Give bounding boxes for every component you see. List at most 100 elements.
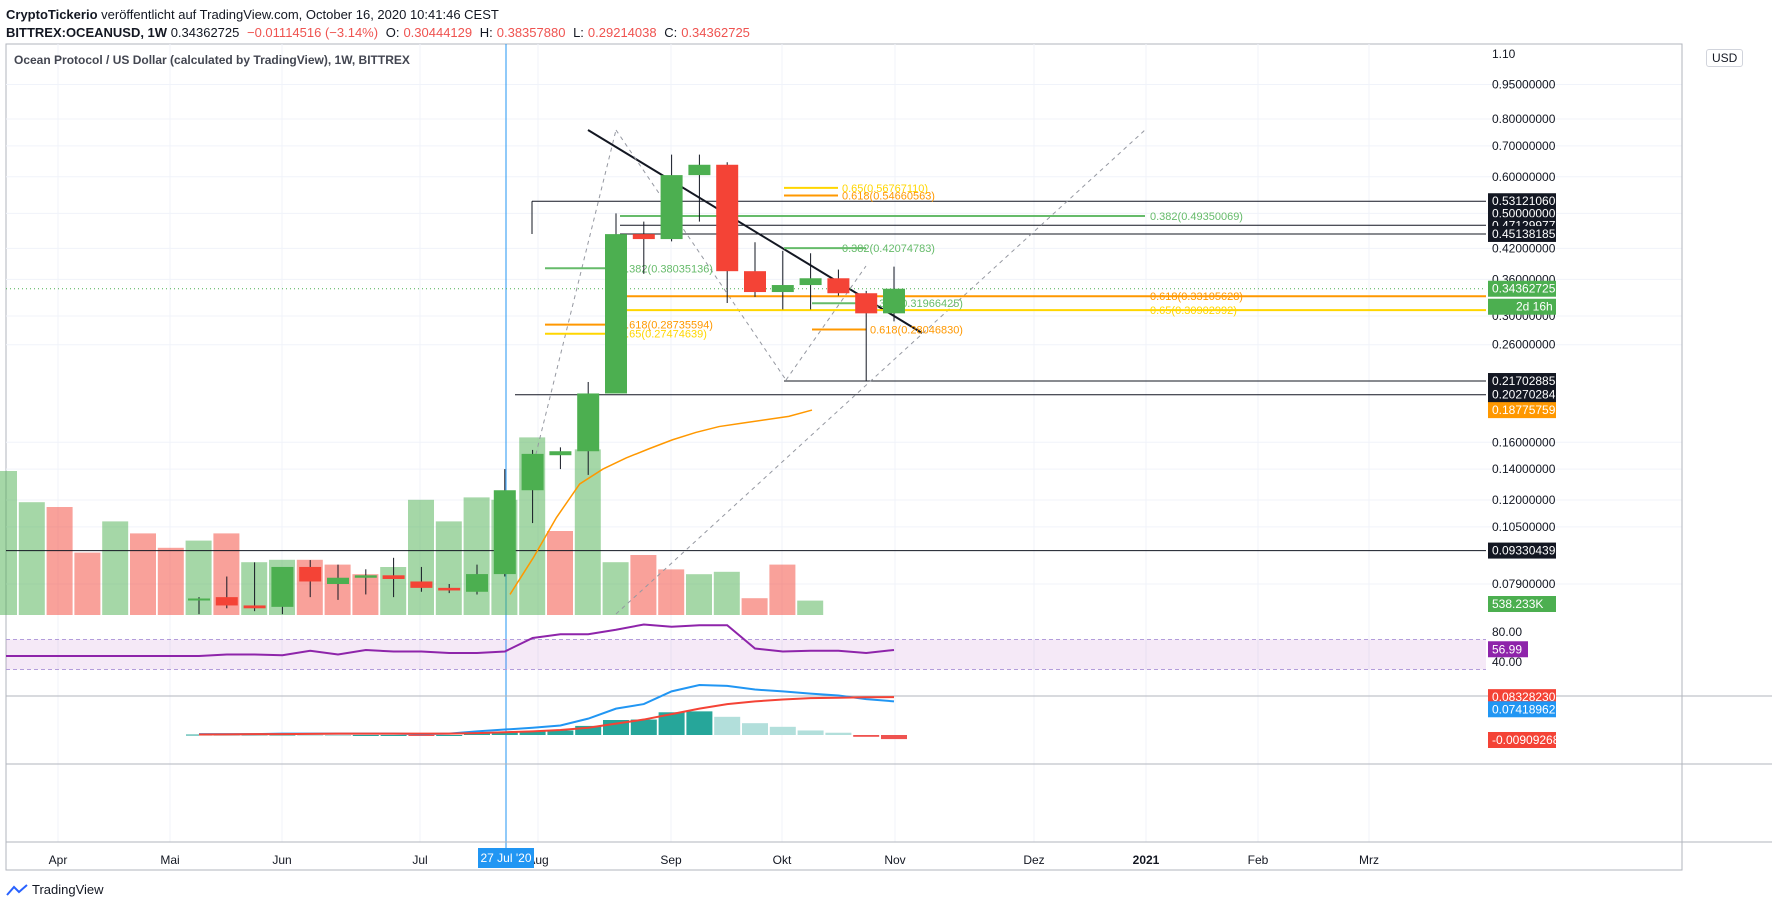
y-tick-label: 0.14000000: [1492, 462, 1556, 476]
candle-body: [299, 566, 322, 582]
candle-body: [327, 577, 349, 585]
dashed-projection-line: [615, 129, 787, 381]
fib-label: 0.65(0.30902992): [1150, 305, 1237, 317]
candle-body: [577, 393, 600, 452]
close-label: C:: [664, 25, 678, 40]
symbol-label[interactable]: BITTREX:OCEANUSD, 1W: [6, 25, 168, 40]
macd-histogram-bar: [881, 735, 907, 740]
y-tick-label: 0.10500000: [1492, 520, 1556, 534]
x-tick-label: Sep: [660, 853, 682, 867]
footer: TradingView: [6, 882, 104, 897]
publisher-name[interactable]: CryptoTickerio: [6, 7, 98, 22]
macd-histogram-bar: [519, 731, 546, 735]
volume-bar: [0, 471, 17, 615]
macd-histogram-bar: [658, 712, 685, 735]
macd-histogram-bar: [630, 719, 657, 735]
volume-last-box: [1488, 596, 1556, 612]
candle-body: [438, 587, 461, 591]
candle-body: [660, 175, 683, 240]
x-tick-label: Mrz: [1359, 853, 1379, 867]
low-value: 0.29214038: [587, 25, 657, 40]
price-level-box: [1488, 193, 1556, 210]
dashed-projection-line: [531, 129, 617, 471]
candle-body: [410, 581, 433, 588]
macd-histogram-bar: [686, 711, 713, 735]
y-tick-label: 0.95000000: [1492, 77, 1556, 91]
macd-histogram-bar: [547, 730, 574, 735]
volume-bar: [74, 552, 101, 615]
volume-bar: [713, 571, 740, 615]
candle-body: [243, 605, 266, 609]
footer-brand[interactable]: TradingView: [32, 882, 104, 897]
open-label: O:: [385, 25, 400, 40]
candle-body: [744, 271, 766, 293]
y-tick-label: 0.07900000: [1492, 577, 1556, 591]
price-level-box: [1488, 402, 1556, 419]
crosshair-date-bg: [478, 848, 534, 868]
macd-value-box: [1488, 732, 1556, 748]
pane-separators: [6, 44, 1772, 870]
volume-bar: [547, 531, 573, 615]
macd-histogram-bar: [742, 723, 768, 735]
fib-label: 0.65(0.27474639): [620, 329, 707, 341]
candle-body: [382, 575, 405, 579]
chart-header: CryptoTickerio veröffentlicht auf Tradin…: [6, 6, 754, 42]
countdown-box: [1488, 298, 1556, 315]
high-label: H:: [479, 25, 493, 40]
candle-body: [855, 293, 878, 314]
price-axis: 0.95000000 0.80000000 0.70000000 0.60000000…: [1488, 47, 1556, 612]
moving-average-line: [509, 409, 813, 595]
macd-histogram-bar: [491, 732, 518, 735]
chart-title: Ocean Protocol / US Dollar (calculated b…: [14, 53, 410, 67]
x-tick-label: Mai: [160, 853, 179, 867]
volume-bar: [408, 499, 434, 615]
candle-body: [188, 598, 210, 601]
fib-label: 0.382(0.42074783): [842, 243, 935, 255]
macd-value-box: [1488, 701, 1556, 718]
currency-button[interactable]: USD: [1706, 49, 1744, 67]
macd-histogram-bar: [714, 716, 741, 735]
candle-body: [549, 451, 572, 456]
price-level-label: 0.21702885: [1492, 374, 1556, 388]
countdown-label: 2d 16h: [1516, 300, 1553, 314]
candle-body: [466, 574, 488, 592]
y-tick-label: 0.42000000: [1492, 241, 1556, 255]
macd-histogram-bar: [352, 735, 379, 736]
open-value: 0.30444129: [403, 25, 473, 40]
macd-histogram-bar: [241, 735, 268, 736]
price-level-label: 0.34362725: [1492, 282, 1556, 296]
price-level-label: 0.50000000: [1492, 206, 1556, 220]
fib-label: 0.382(0.38035136): [620, 263, 713, 275]
x-tick-label: Feb: [1248, 853, 1269, 867]
fib-label: 0.618(0.33105628): [1150, 291, 1243, 303]
candle-body: [716, 164, 739, 272]
x-tick-label: Nov: [884, 853, 905, 867]
candle-body: [771, 285, 794, 293]
x-tick-label: Apr: [49, 853, 68, 867]
macd-histogram-bar: [380, 735, 407, 736]
y-tick-label: 0.26000000: [1492, 338, 1556, 352]
published-text: veröffentlicht auf TradingView.com, Octo…: [101, 7, 499, 22]
volume-last-label: 538.233K: [1492, 597, 1543, 611]
x-tick-label: 2021: [1133, 853, 1160, 867]
y-tick-label: 0.12000000: [1492, 493, 1556, 507]
y-tick-label: 0.70000000: [1492, 139, 1556, 153]
crosshair-date-label: 27 Jul '20: [481, 851, 532, 865]
fib-label: 0.618(0.28046830): [870, 324, 963, 336]
rsi-line: [6, 623, 895, 657]
x-tick-label: Okt: [773, 853, 792, 867]
macd-histogram-bar: [436, 735, 463, 736]
macd-histogram-bar: [769, 726, 796, 735]
price-level-box: [1488, 280, 1556, 297]
candle-body: [354, 575, 377, 578]
volume-bar: [157, 547, 184, 615]
rsi-value-box: [1488, 641, 1528, 658]
price-level-box: [1488, 373, 1556, 390]
fib-label: 0.618(0.54660563): [842, 191, 935, 203]
candle-body: [521, 453, 544, 491]
price-level-label: 0.20270284: [1492, 388, 1556, 402]
y-tick-label: 0.60000000: [1492, 170, 1556, 184]
candle-body: [605, 234, 627, 394]
volume-bar: [130, 533, 156, 615]
